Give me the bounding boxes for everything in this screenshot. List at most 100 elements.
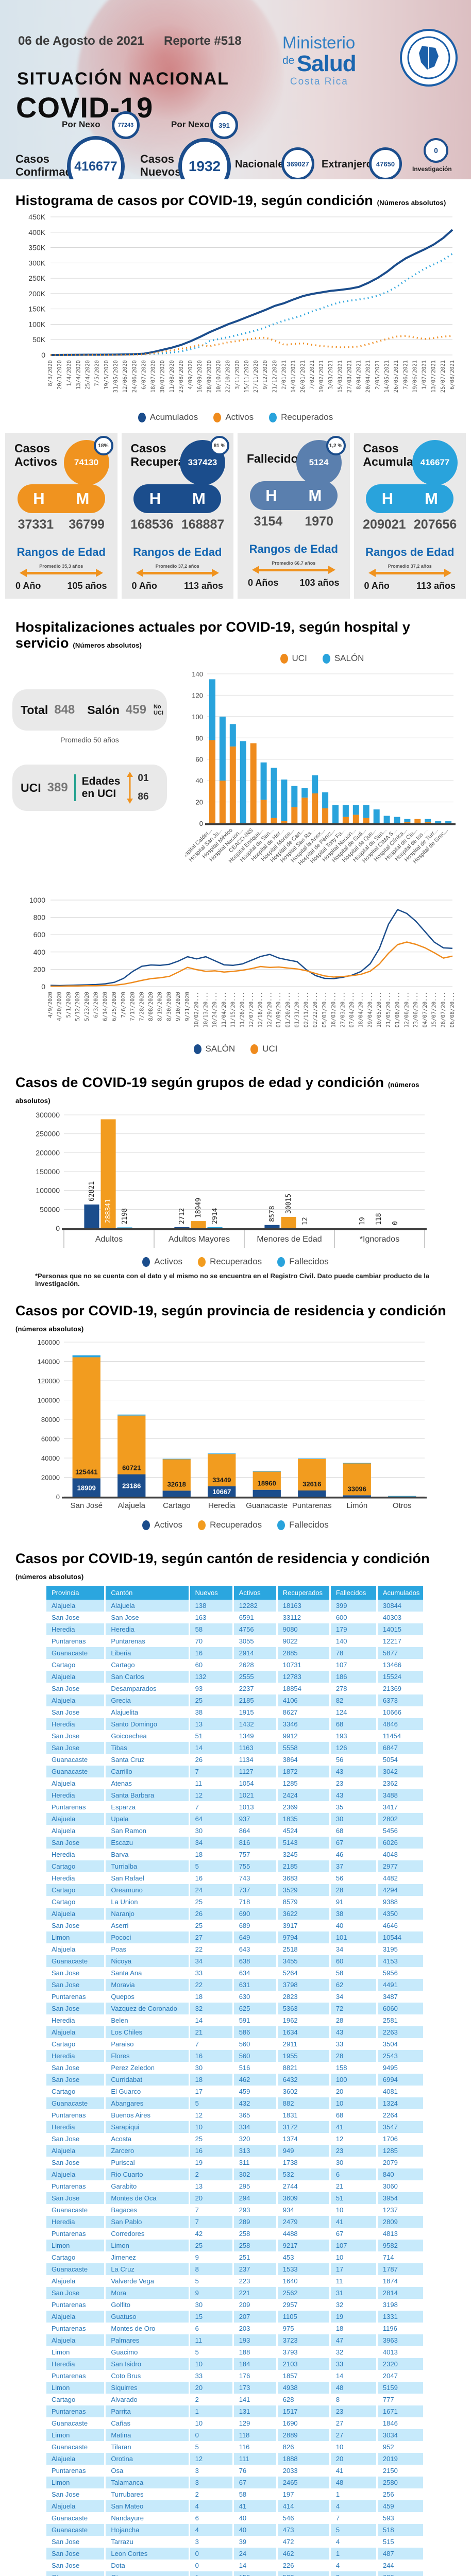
svg-text:8/30/2020: 8/30/2020 (166, 992, 172, 1021)
table-row: Alajuela Guatuso 15 207 1105 19 1331 (46, 2311, 425, 2323)
table-row: Puntarenas Parrita 1 131 1517 23 1671 (46, 2405, 425, 2417)
svg-text:1/4/2020: 1/4/2020 (66, 360, 72, 386)
svg-text:140000: 140000 (38, 1358, 60, 1366)
svg-text:60: 60 (196, 756, 203, 764)
cantons-section: Casos por COVID-19, según cantón de resi… (0, 1537, 471, 2576)
table-row: Puntarenas Garabito 13 295 2744 21 3060 (46, 2180, 425, 2192)
svg-text:0: 0 (41, 982, 45, 991)
legend-item: Activos (142, 1257, 182, 1267)
svg-text:Cartago: Cartago (163, 1501, 190, 1510)
svg-text:5/12/2020: 5/12/2020 (75, 992, 81, 1021)
svg-text:7/28/2020: 7/28/2020 (139, 992, 145, 1021)
svg-text:350K: 350K (28, 244, 45, 252)
table-row: San Jose Vazquez de Coronado 32 625 5363 72 60… (46, 2003, 425, 2014)
table-row: Limon Matina 0 118 2889 27 3034 (46, 2429, 425, 2441)
table-row: Cartago El Guarco 17 459 3602 20 4081 (46, 2086, 425, 2097)
svg-text:0: 0 (199, 820, 203, 827)
table-row: Puntarenas Buenos Aires 12 365 1831 68 2264 (46, 2109, 425, 2121)
table-row: Alajuela San Ramon 30 864 4524 68 5456 (46, 1825, 425, 1837)
svg-text:13/07/2021: 13/07/2021 (431, 360, 437, 393)
table-row: San Jose Moravia 22 631 3798 62 4491 (46, 1979, 425, 1991)
svg-text:28/09/2020: 28/09/2020 (206, 360, 212, 393)
table-row: Cartago Turrialba 5 755 2185 37 2977 (46, 1860, 425, 1872)
svg-text:23/08/2020: 23/08/2020 (178, 360, 184, 393)
svg-text:25/4/2020: 25/4/2020 (85, 360, 91, 389)
svg-text:6/25/2020: 6/25/2020 (111, 992, 117, 1021)
legend-item: Fallecidos (277, 1257, 329, 1267)
table-row: Guanacaste Hojancha 4 40 473 5 518 (46, 2524, 425, 2536)
por-nexo-value-2: 391 (210, 111, 238, 139)
table-row: Guanacaste Abangares 5 432 882 10 1324 (46, 2097, 425, 2109)
extranjeros-label: Extranjeros (322, 159, 379, 170)
legend-dot-icon (277, 1520, 285, 1530)
age-average: Promedio 37,2 años (388, 563, 432, 569)
table-row: San Jose Mora 9 221 2562 31 2814 (46, 2287, 425, 2299)
svg-text:20/04/2021: 20/04/2021 (365, 360, 372, 393)
table-row: Alajuela San Mateo 4 41 414 4 459 (46, 2500, 425, 2512)
hospitalization-trend-legend: SALÓN UCI (12, 1044, 459, 1054)
svg-text:10/05/20...: 10/05/20... (376, 992, 382, 1028)
svg-text:50000: 50000 (40, 1205, 60, 1213)
table-row: Alajuela Alajuela 138 12282 18163 399 30844 (46, 1600, 425, 1612)
table-row: Cartago Paraiso 7 560 2911 33 3504 (46, 2038, 425, 2050)
table-row: Guanacaste Nicoya 34 638 3455 60 4153 (46, 1955, 425, 1967)
svg-text:01/31/20...: 01/31/20... (294, 992, 300, 1028)
uci-box: UCI 389 Edades en UCI 01 86 (12, 765, 167, 811)
legend-item: SALÓN (322, 653, 364, 664)
hospitalizations-title: Hospitalizaciones actuales por COVID-19,… (15, 619, 411, 651)
svg-text:2198: 2198 (121, 1208, 129, 1224)
svg-text:02/11/20...: 02/11/20... (303, 992, 309, 1028)
age-range-values: 0 Año 105 años (15, 580, 107, 591)
total-salon-box: Total 848 Salón 459 No UCI (12, 689, 167, 731)
svg-text:24/06/2020: 24/06/2020 (131, 360, 138, 393)
table-row: San Jose Desamparados 93 2237 18854 278 21369 (46, 1683, 425, 1694)
svg-text:Alajuela: Alajuela (118, 1501, 146, 1510)
legend-item: Activos (142, 1520, 182, 1530)
table-row: OtroOtro11555223680 (46, 2571, 425, 2576)
card-total-circle: 416677 (412, 440, 458, 485)
svg-text:33449: 33449 (212, 1476, 231, 1484)
age-groups-legend: Activos Recuperados Fallecidos (12, 1257, 459, 1267)
table-row: Alajuela Upala 64 937 1835 30 2802 (46, 1813, 425, 1825)
svg-text:6/3/2020: 6/3/2020 (93, 992, 99, 1018)
svg-text:7/5/2020: 7/5/2020 (94, 360, 100, 386)
svg-text:118: 118 (375, 1213, 383, 1225)
svg-text:450K: 450K (28, 213, 45, 221)
svg-text:140: 140 (192, 670, 203, 678)
hospitalization-totals: Total 848 Salón 459 No UCI Promedio 50 a… (12, 653, 181, 811)
svg-text:25/07/2021: 25/07/2021 (440, 360, 446, 393)
svg-text:200K: 200K (28, 290, 45, 298)
investigacion-value: 0 (424, 138, 448, 163)
svg-text:300000: 300000 (36, 1111, 60, 1119)
table-row: Cartago La Union 25 718 8579 91 9388 (46, 1896, 425, 1908)
table-row: Limon Limon 25 258 9217 107 9582 (46, 2240, 425, 2251)
svg-text:12/18/20...: 12/18/20... (258, 992, 264, 1028)
report-date: 06 de Agosto de 2021 (18, 34, 144, 48)
svg-text:San José: San José (70, 1501, 103, 1510)
table-row: Limon Pococi 27 649 9794 101 10544 (46, 1931, 425, 1943)
svg-text:40: 40 (196, 777, 203, 785)
legend-dot-icon (198, 1257, 206, 1267)
svg-text:27/03/20...: 27/03/20... (340, 992, 346, 1028)
hospitalizations-section: Hospitalizaciones actuales por COVID-19,… (0, 606, 471, 1061)
age-range-title: Rangos de Edad (249, 542, 338, 555)
ministry-logo-country: Costa Rica (290, 76, 348, 87)
svg-text:*Ignorados: *Ignorados (360, 1235, 399, 1244)
table-row: Guanacaste Bagaces 7 293 934 10 1237 (46, 2204, 425, 2216)
table-row: Alajuela Orotina 12 111 1888 20 2019 (46, 2453, 425, 2465)
age-groups-title: Casos de COVID-19 según grupos de edad y… (15, 1075, 419, 1105)
svg-text:19/02/2021: 19/02/2021 (318, 360, 325, 393)
table-row: Alajuela Valverde Vega 5 223 1640 11 1874 (46, 2275, 425, 2287)
svg-text:20: 20 (196, 799, 203, 806)
svg-text:29/04/20...: 29/04/20... (367, 992, 373, 1028)
table-row: Heredia Sarapiqui 10 334 3172 41 3547 (46, 2121, 425, 2133)
legend-item: Acumulados (138, 412, 198, 422)
coronavirus-image-detail (124, 21, 216, 124)
svg-text:400: 400 (33, 948, 46, 956)
legend-item: UCI (280, 653, 307, 664)
table-row: Puntarenas Osa 3 76 2033 41 2150 (46, 2465, 425, 2477)
svg-text:01/20/20...: 01/20/20... (285, 992, 291, 1028)
svg-text:150K: 150K (28, 305, 45, 313)
